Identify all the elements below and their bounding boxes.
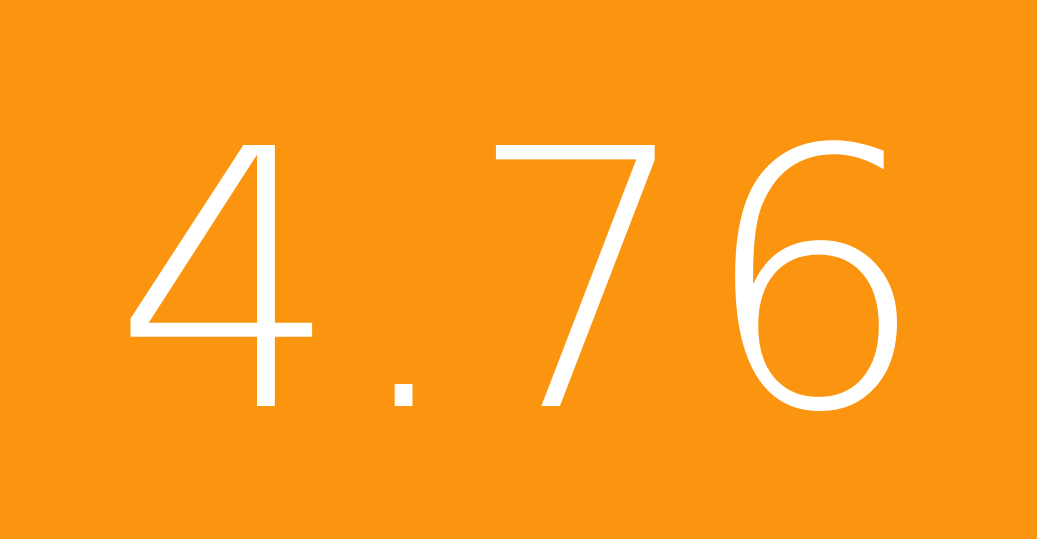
metric-value: 4.76 [113, 75, 935, 491]
